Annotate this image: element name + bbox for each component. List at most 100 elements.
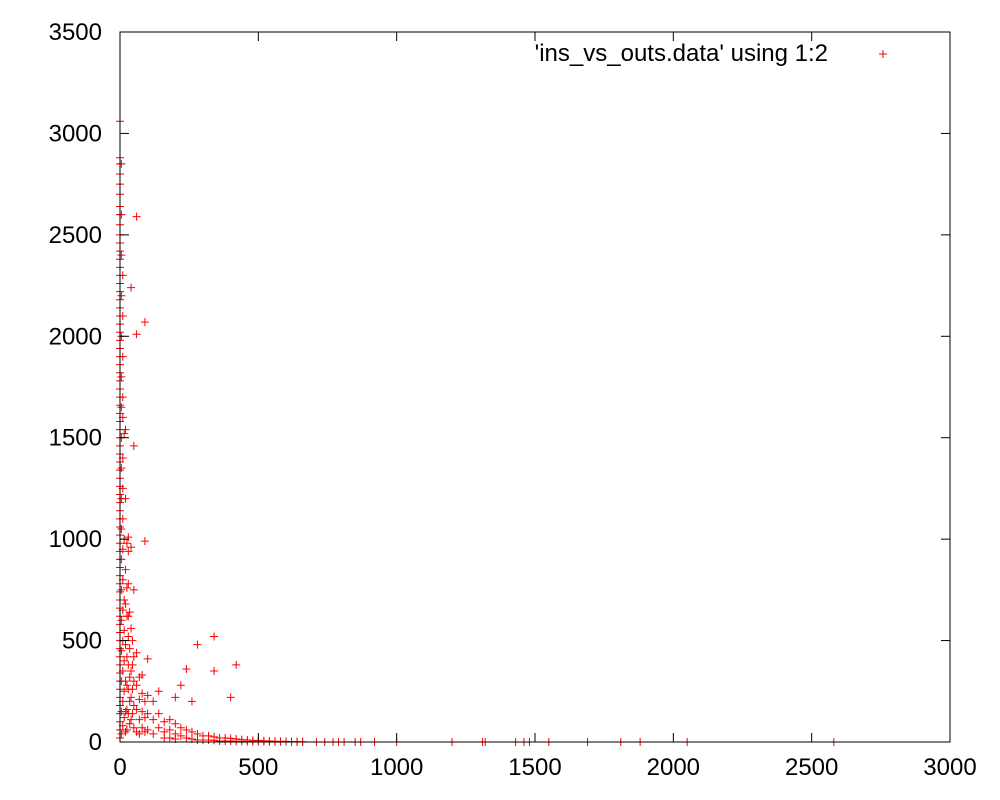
data-point — [124, 579, 133, 588]
data-point — [117, 525, 126, 533]
data-point — [127, 283, 136, 292]
legend-label: 'ins_vs_outs.data' using 1:2 — [535, 40, 828, 67]
data-point — [171, 693, 180, 702]
data-point — [129, 723, 138, 732]
data-point — [176, 723, 185, 732]
axis-ticks — [119, 31, 951, 743]
data-point — [154, 687, 163, 696]
data-point — [125, 644, 134, 653]
data-point — [129, 441, 138, 450]
x-tick-label: 0 — [113, 754, 126, 781]
y-tick-label: 500 — [62, 628, 102, 655]
data-point — [124, 612, 133, 621]
data-point — [124, 547, 133, 556]
data-point — [127, 693, 136, 702]
data-point — [182, 733, 191, 742]
data-point — [193, 640, 202, 649]
data-point — [176, 681, 185, 690]
y-tick-labels: 0 500 1000 1500 2000 2500 3000 3500 — [49, 19, 102, 756]
data-point — [124, 632, 133, 641]
data-point — [135, 695, 144, 704]
data-point — [122, 725, 131, 734]
legend-marker — [879, 50, 887, 58]
data-point — [121, 494, 130, 503]
data-point — [132, 212, 141, 221]
x-tick-label: 500 — [238, 754, 278, 781]
data-point — [129, 677, 138, 686]
data-point — [121, 565, 130, 574]
data-point — [140, 697, 149, 706]
data-point — [117, 464, 126, 473]
data-point — [125, 673, 134, 682]
y-tick-label: 2000 — [49, 323, 102, 350]
data-point — [149, 729, 158, 738]
data-point — [149, 715, 158, 724]
data-point — [138, 707, 147, 716]
x-tick-label: 2500 — [785, 754, 838, 781]
data-point — [210, 632, 219, 641]
data-point — [129, 701, 138, 710]
data-point — [143, 709, 152, 718]
data-point — [171, 719, 180, 728]
data-point — [128, 685, 137, 694]
data-point — [143, 691, 152, 700]
data-point — [122, 652, 131, 661]
y-tick-label: 0 — [89, 729, 102, 756]
data-point — [121, 727, 130, 736]
data-point — [117, 616, 126, 625]
data-point — [117, 372, 126, 381]
x-tick-label: 2000 — [647, 754, 700, 781]
data-point — [127, 624, 136, 633]
data-point — [128, 660, 137, 669]
data-point — [125, 697, 134, 706]
data-point — [132, 705, 141, 714]
data-point — [210, 667, 219, 675]
data-point — [132, 681, 141, 690]
y-tick-label: 1000 — [49, 526, 102, 553]
data-point — [140, 318, 149, 327]
data-point — [117, 210, 126, 219]
data-point — [127, 667, 136, 675]
data-point — [182, 725, 191, 734]
data-point — [120, 713, 129, 722]
data-point — [122, 583, 131, 592]
data-point — [154, 709, 163, 718]
x-tick-labels: 0 500 1000 1500 2000 2500 3000 — [113, 754, 976, 781]
data-point — [122, 681, 131, 690]
data-point — [120, 626, 129, 635]
legend: 'ins_vs_outs.data' using 1:2 — [535, 40, 887, 67]
data-point — [132, 330, 141, 339]
data-point — [121, 677, 130, 686]
data-point — [127, 715, 136, 724]
data-point — [182, 664, 191, 673]
data-point — [120, 656, 129, 665]
data-point — [117, 555, 126, 564]
y-tick-label: 1500 — [49, 425, 102, 452]
data-point — [121, 640, 130, 649]
data-point — [117, 585, 126, 594]
data-point — [128, 709, 137, 718]
data-point — [129, 652, 138, 661]
data-point — [128, 636, 137, 645]
data-point — [127, 543, 136, 552]
data-point — [165, 715, 174, 724]
data-point — [138, 689, 147, 698]
data-point — [154, 723, 163, 732]
data-point — [232, 660, 241, 669]
data-point — [187, 727, 196, 736]
x-tick-label: 3000 — [923, 754, 976, 781]
data-point — [135, 729, 144, 738]
data-point — [129, 585, 138, 594]
data-point — [176, 731, 185, 740]
data-point — [117, 251, 126, 260]
data-point — [125, 608, 134, 617]
data-point — [149, 697, 158, 706]
data-point — [140, 537, 149, 546]
data-point — [138, 723, 147, 732]
y-tick-label: 3000 — [49, 120, 102, 147]
data-point — [120, 687, 129, 696]
data-point — [165, 725, 174, 734]
data-point — [117, 646, 126, 655]
data-point — [117, 291, 126, 300]
